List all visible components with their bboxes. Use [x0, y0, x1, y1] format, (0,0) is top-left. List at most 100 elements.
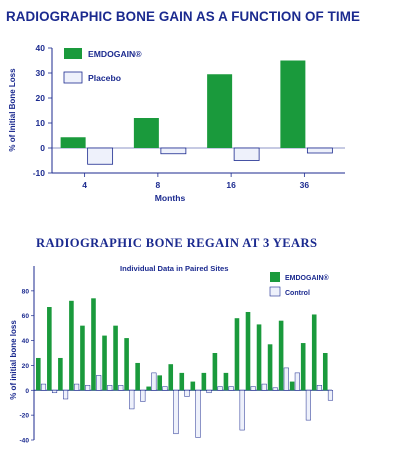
legend-label-placebo: Placebo — [88, 73, 121, 83]
legend-swatch-emdogain — [64, 48, 82, 59]
bar-emdogain-site-27 — [322, 353, 328, 391]
chart1-x-tick-label: 16 — [226, 180, 236, 190]
bar-emdogain-site-5 — [80, 325, 85, 391]
bar-control-site-11 — [151, 372, 157, 391]
chart-bone-gain-over-time: RADIOGRAPHIC BONE GAIN AS A FUNCTION OF … — [6, 9, 360, 203]
bar-control-site-19 — [239, 390, 245, 431]
legend-label-emdogain-2: EMDOGAIN® — [285, 274, 330, 282]
bar-emdogain-site-3 — [58, 357, 63, 391]
chart2-y-tick-label: 40 — [22, 338, 30, 345]
bar-emdogain-site-1 — [36, 357, 41, 391]
bar-placebo-16-months — [233, 147, 260, 161]
bar-control-site-6 — [96, 375, 102, 391]
bar-emdogain-site-11 — [146, 386, 151, 391]
bar-control-site-16 — [206, 390, 212, 394]
legend-swatch-emdogain-2 — [270, 272, 280, 282]
chart1-x-tick-label: 4 — [82, 180, 87, 190]
chart2-y-tick-label: -40 — [19, 438, 29, 445]
chart1-y-ticks: 40 30 20 10 0 -10 — [33, 43, 52, 178]
bar-emdogain-site-19 — [234, 318, 240, 391]
bar-control-site-4 — [74, 383, 80, 391]
chart1-title: RADIOGRAPHIC BONE GAIN AS A FUNCTION OF … — [6, 9, 360, 24]
bar-emdogain-site-21 — [256, 324, 262, 391]
bar-emdogain-site-4 — [69, 300, 74, 391]
chart2-y-axis-label: % of initial bone loss — [9, 320, 18, 400]
bar-emdogain-site-6 — [91, 298, 96, 391]
bar-emdogain-site-18 — [223, 372, 229, 391]
bar-control-site-18 — [228, 386, 234, 391]
bar-emdogain-site-20 — [245, 311, 251, 391]
bar-control-site-17 — [217, 386, 223, 391]
chart2-y-tick-label: 0 — [25, 388, 29, 395]
chart1-y-tick-label: 0 — [40, 143, 45, 153]
bar-emdogain-site-23 — [278, 320, 284, 391]
bar-control-site-24 — [294, 372, 300, 391]
bar-control-site-21 — [261, 383, 267, 391]
bar-emdogain-site-2 — [47, 307, 52, 391]
chart1-y-axis-label: % of Initial Bone Loss — [8, 68, 17, 152]
bar-emdogain-site-26 — [311, 314, 317, 391]
chart1-x-tick-label: 36 — [300, 180, 310, 190]
bar-emdogain-site-15 — [190, 381, 196, 391]
chart1-legend: EMDOGAIN® Placebo — [63, 48, 142, 84]
bar-emdogain-16-months — [207, 74, 233, 148]
bar-control-site-9 — [129, 390, 135, 410]
bar-emdogain-site-17 — [212, 353, 218, 391]
bar-emdogain-site-12 — [157, 375, 163, 391]
chart2-title: RADIOGRAPHIC BONE REGAIN AT 3 YEARS — [36, 236, 317, 250]
chart1-x-axis-label: Months — [155, 193, 186, 203]
chart2-y-tick-label: 80 — [22, 288, 30, 295]
bar-control-site-13 — [173, 390, 179, 435]
legend-label-emdogain: EMDOGAIN® — [88, 49, 142, 59]
bar-emdogain-site-24 — [289, 381, 295, 391]
bar-control-site-12 — [162, 386, 168, 391]
chart1-y-tick-label: -10 — [33, 168, 46, 178]
bar-emdogain-site-25 — [300, 343, 306, 391]
bar-control-site-3 — [63, 390, 69, 400]
bar-emdogain-site-14 — [179, 372, 185, 391]
bar-control-site-15 — [195, 390, 201, 438]
chart2-legend: EMDOGAIN® Control — [269, 272, 330, 297]
chart1-y-tick-label: 20 — [36, 93, 46, 103]
legend-swatch-placebo — [63, 71, 83, 84]
chart2-y-tick-label: -20 — [19, 413, 29, 420]
legend-label-control: Control — [285, 290, 310, 297]
chart2-y-tick-label: 60 — [22, 313, 30, 320]
bar-control-site-10 — [140, 390, 146, 402]
bar-control-site-26 — [316, 385, 322, 391]
bar-emdogain-36-months — [280, 60, 306, 148]
chart1-y-tick-label: 10 — [36, 118, 46, 128]
chart1-x-ticks: 4 8 16 36 — [82, 173, 309, 190]
bar-control-site-20 — [250, 386, 256, 391]
bar-control-site-7 — [107, 385, 113, 391]
bar-placebo-8-months — [160, 147, 187, 155]
bar-control-site-22 — [272, 387, 278, 391]
bar-emdogain-site-9 — [124, 338, 129, 391]
bar-control-site-25 — [305, 390, 311, 421]
chart1-y-tick-label: 30 — [36, 68, 46, 78]
bar-placebo-4-months — [87, 147, 114, 165]
chart1-y-tick-label: 40 — [36, 43, 46, 53]
bar-control-site-27 — [327, 390, 334, 401]
bar-emdogain-site-16 — [201, 372, 207, 391]
bar-control-site-23 — [283, 367, 289, 391]
bar-control-site-1 — [40, 383, 47, 391]
chart2-subtitle: Individual Data in Paired Sites — [120, 264, 228, 273]
bar-emdogain-site-10 — [135, 362, 140, 391]
bar-emdogain-site-22 — [267, 344, 273, 391]
bar-emdogain-site-8 — [113, 325, 118, 391]
chart1-x-tick-label: 8 — [156, 180, 161, 190]
chart2-plot-area — [33, 266, 334, 440]
chart1-plot-area — [51, 48, 345, 174]
bar-emdogain-site-7 — [102, 335, 107, 391]
bar-emdogain-site-13 — [168, 364, 174, 391]
bar-control-site-8 — [118, 385, 124, 391]
legend-swatch-control — [269, 286, 281, 297]
bar-control-site-5 — [85, 385, 91, 391]
bar-emdogain-8-months — [133, 118, 159, 148]
bar-placebo-36-months — [306, 147, 333, 154]
bar-control-site-14 — [184, 390, 190, 397]
bar-control-site-2 — [51, 390, 58, 394]
bar-emdogain-4-months — [60, 137, 86, 148]
